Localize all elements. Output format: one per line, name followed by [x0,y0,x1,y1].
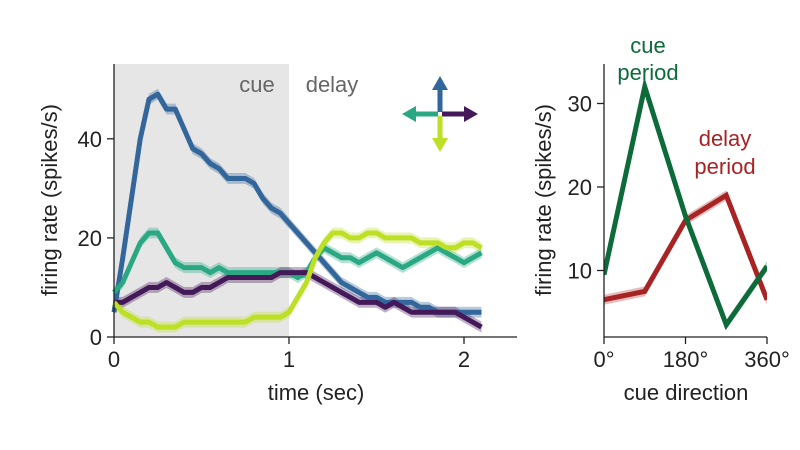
left-panel: cue delay 0 1 2 0 20 40 time (sec) firing ra… [37,64,517,405]
right-x-tick-label: 180° [663,347,709,372]
right-period-label: period [694,154,755,179]
left-x-tick-label: 1 [283,347,295,372]
right-y-axis-label: firing rate (spikes/s) [531,104,556,296]
left-x-ticks: 0 1 2 [108,337,470,372]
right-series-lines [604,77,767,331]
right-y-tick-label: 30 [568,92,592,117]
left-series-line [114,270,483,330]
right-x-ticks: 0° 180° 360° [593,337,790,372]
right-period-label: delay [699,126,752,151]
right-y-ticks: 10 20 30 [568,92,604,284]
left-y-tick-label: 20 [78,226,102,251]
right-y-tick-label: 20 [568,175,592,200]
left-series-line [111,91,482,315]
right-series-band [604,190,767,305]
right-panel: 0° 180° 360° 10 20 30 cue direction firing r… [531,33,790,405]
right-period-label: period [617,60,678,85]
arrow-up-icon [432,76,448,112]
direction-legend [402,76,478,152]
delay-annotation: delay [306,72,359,97]
cue-annotation: cue [239,72,274,97]
left-x-tick-label: 2 [458,347,470,372]
left-series-band [114,267,482,333]
left-x-axis-label: time (sec) [268,380,365,405]
left-x-tick-label: 0 [108,347,120,372]
right-x-axis-label: cue direction [624,380,749,405]
arrow-down-icon [432,116,448,152]
right-period-label: cue [630,33,665,58]
left-series-line [112,230,483,330]
right-x-tick-label: 360° [744,347,790,372]
left-y-tick-label: 40 [78,127,102,152]
left-y-ticks: 0 20 40 [78,127,114,350]
left-y-axis-label: firing rate (spikes/s) [37,104,62,296]
right-series-line [604,77,767,331]
right-x-tick-label: 0° [593,347,614,372]
left-y-tick-label: 0 [90,325,102,350]
arrow-right-icon [442,106,478,122]
left-series-line [112,230,483,295]
arrow-left-icon [402,106,438,122]
right-y-tick-label: 10 [568,259,592,284]
left-series-lines [111,91,483,330]
right-error-bands [604,81,767,330]
